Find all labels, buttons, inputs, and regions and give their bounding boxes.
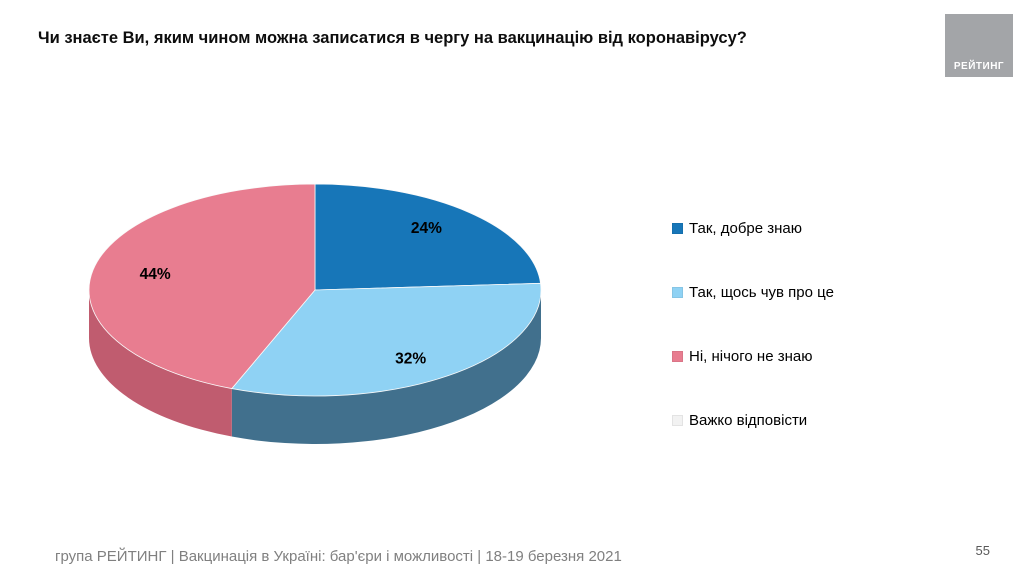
page-title: Чи знаєте Ви, яким чином можна записатис… [38,29,747,47]
pie-data-label: 24% [411,220,442,237]
legend-item: Ні, нічого не знаю [672,348,834,365]
pie-slice [314,183,542,291]
rating-logo: РЕЙТИНГ [945,14,1013,77]
chart-legend: Так, добре знаю Так, щось чув про це Ні, н… [672,220,834,429]
legend-swatch [672,415,683,426]
legend-label: Так, добре знаю [689,220,803,237]
legend-label: Так, щось чув про це [689,284,834,301]
legend-label: Ні, нічого не знаю [689,348,813,365]
legend-swatch [672,351,683,362]
legend-swatch [672,223,683,234]
legend-item: Так, щось чув про це [672,284,834,301]
rating-logo-text: РЕЙТИНГ [953,61,1005,72]
pie-slice-side [231,290,542,445]
pie-data-label: 32% [395,351,426,368]
legend-item: Так, добре знаю [672,220,834,237]
legend-label: Важко відповісти [689,412,808,429]
pie-slice [231,282,542,397]
pie-data-label: 44% [140,266,171,283]
pie-slice [88,183,316,389]
source-caption: група РЕЙТИНГ | Вакцинація в Україні: ба… [55,548,622,565]
legend-item: Важко відповісти [672,412,834,429]
pie-slice-side [88,290,232,437]
page-number: 55 [975,543,990,558]
legend-swatch [672,287,683,298]
